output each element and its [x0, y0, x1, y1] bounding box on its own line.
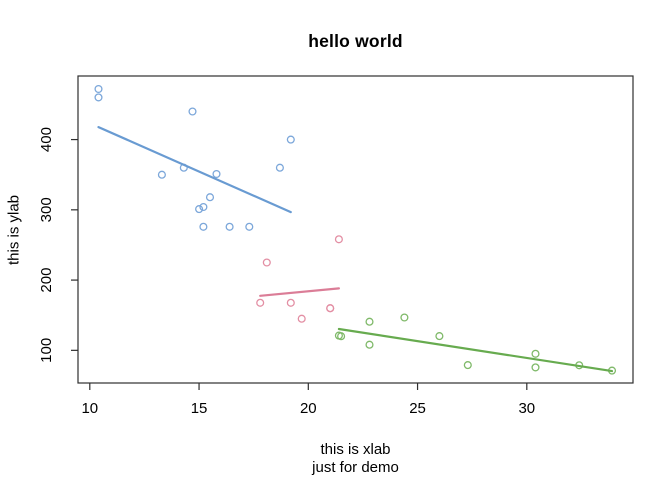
data-point-blue-group [94, 93, 103, 102]
y-axis-label: this is ylab [5, 194, 23, 265]
x-axis-tick-label: 25 [409, 400, 426, 417]
data-point-green-group [365, 317, 374, 326]
data-point-pink-group [326, 304, 335, 313]
x-axis-tick-label: 10 [81, 400, 98, 417]
data-point-blue-group [199, 222, 208, 231]
data-point-green-group [531, 349, 540, 358]
data-point-pink-group [286, 298, 295, 307]
x-axis-label-line1: this is xlab [320, 441, 391, 458]
x-axis-label-line2: just for demo [312, 458, 399, 476]
y-axis-tick-label: 100 [38, 338, 55, 363]
data-point-blue-group [94, 84, 103, 94]
y-axis-tick-label: 400 [38, 127, 55, 152]
data-point-green-group [531, 363, 540, 372]
trend-line-pink-group [259, 287, 340, 297]
data-point-blue-group [157, 170, 166, 179]
y-axis-tick-label: 200 [38, 268, 55, 293]
data-point-blue-group [195, 205, 204, 214]
data-point-blue-group [275, 163, 284, 172]
chart-title: hello world [308, 31, 403, 51]
data-point-blue-group [212, 169, 221, 179]
data-point-pink-group [334, 235, 343, 244]
x-axis-tick-label: 30 [518, 400, 535, 417]
data-point-blue-group [225, 222, 234, 231]
x-axis-tick-label: 15 [191, 400, 208, 417]
data-point-blue-group [286, 135, 295, 144]
data-point-pink-group [297, 314, 306, 323]
data-point-blue-group [199, 202, 208, 212]
data-point-blue-group [188, 107, 197, 116]
data-point-green-group [365, 340, 374, 349]
plot-box [77, 75, 634, 384]
data-point-green-group [435, 332, 444, 341]
x-axis-label: this is xlab just for demo [78, 441, 633, 476]
trend-line-blue-group [97, 125, 292, 214]
data-point-green-group [334, 331, 343, 340]
data-point-pink-group [262, 258, 271, 267]
data-point-blue-group [245, 222, 254, 231]
trend-line-green-group [337, 327, 614, 373]
x-axis-tick-label: 20 [300, 400, 317, 417]
data-point-green-group [400, 313, 409, 322]
data-point-pink-group [256, 298, 265, 307]
y-axis-tick-label: 300 [38, 197, 55, 222]
data-point-blue-group [205, 193, 215, 202]
data-point-green-group [463, 361, 472, 370]
